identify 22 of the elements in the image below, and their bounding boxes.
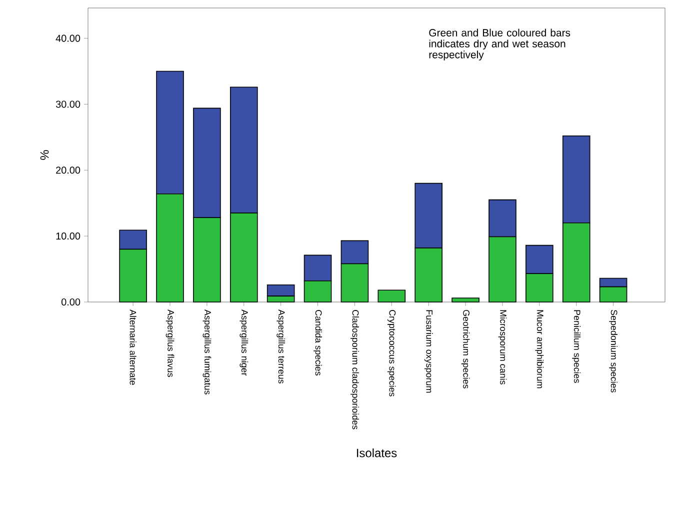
x-tick-label: Aspergilus flavus xyxy=(166,310,174,377)
x-tick-label: Fusarium oxysporum xyxy=(424,310,433,393)
y-tick-label: 0.00 xyxy=(61,298,80,306)
x-tick-label: Alternaria alternate xyxy=(130,310,136,385)
x-tick-label: Candida species xyxy=(314,310,322,376)
x-tick-label: Aspergillus fumigatus xyxy=(202,310,212,394)
x-tick-label: Microsporum canis xyxy=(498,310,507,384)
y-tick-label: 20.00 xyxy=(56,166,80,174)
x-axis-title: Isolates xyxy=(357,448,397,458)
x-tick-label: Sepedonium species xyxy=(609,310,618,392)
y-tick-label: 30.00 xyxy=(56,100,80,108)
x-tick-label: Aspergillus terreus xyxy=(276,310,286,384)
x-tick-label: Aspergillus niger xyxy=(240,310,248,376)
x-tick-label: Penicillum species xyxy=(572,310,581,383)
x-tick-label: Cladosporium cladosporioides xyxy=(350,310,359,430)
y-tick-label: 10.00 xyxy=(56,232,80,240)
x-tick-label: Geotrichum species xyxy=(461,310,470,388)
y-tick-label: 40.00 xyxy=(56,34,80,42)
annotation: Green and Blue coloured bars indicates dry and wet season respectively xyxy=(429,28,570,60)
x-tick-label: Cryptococcus species xyxy=(387,310,396,396)
y-axis-title: % xyxy=(40,150,49,160)
x-tick-label: Mucor amphibiorum xyxy=(535,310,544,388)
